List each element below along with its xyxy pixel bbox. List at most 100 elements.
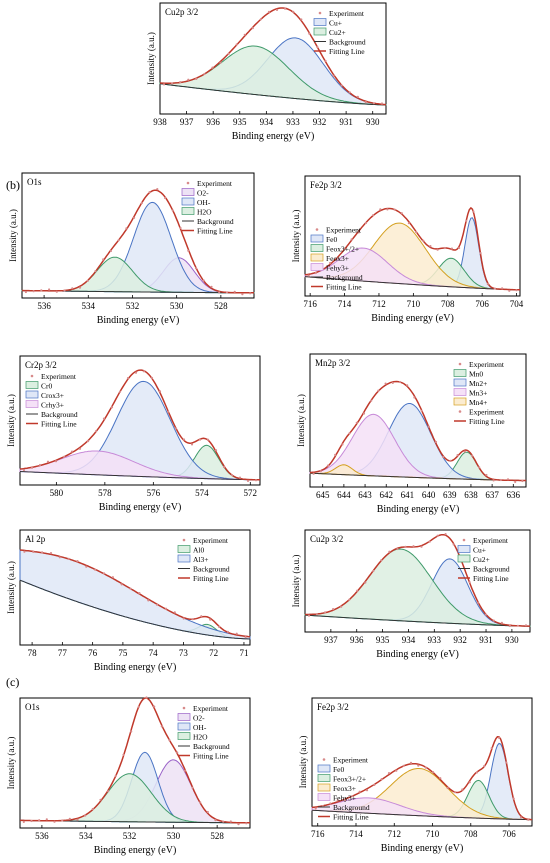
experiment-point	[160, 725, 163, 728]
x-tick-label: 530	[170, 301, 184, 311]
experiment-point	[453, 791, 457, 794]
experiment-point	[393, 208, 396, 211]
legend-swatch	[181, 197, 195, 206]
fitting-line	[311, 736, 533, 821]
experiment-point	[340, 84, 343, 87]
experiment-point	[396, 547, 399, 551]
experiment-point	[380, 102, 384, 105]
legend-label: O2-	[193, 714, 205, 723]
experiment-point	[424, 766, 427, 769]
chart-9: 716 714 712 710 708 706 Fe2p 3/2 Binding energy…	[298, 697, 533, 854]
experiment-point	[38, 463, 42, 467]
experiment-point	[356, 95, 359, 98]
plot-frame	[19, 697, 251, 829]
fitting-line	[20, 697, 250, 824]
experiment-point	[515, 289, 518, 292]
background-line	[159, 83, 387, 106]
legend-label: Cr0	[41, 382, 53, 391]
experiment-point	[377, 389, 380, 392]
experiment-point	[210, 285, 213, 288]
chart-8: 536 534 532 530 528 O1s Binding energy (eV) Int…	[6, 696, 251, 856]
legend: ExperimentMn0Mn2+Mn3+Mn4+ExperimentFitti…	[453, 360, 505, 426]
experiment-point	[391, 381, 394, 384]
experiment-point	[300, 18, 303, 21]
experiment-point	[63, 289, 66, 292]
experiment-point	[22, 468, 26, 472]
experiment-point	[324, 59, 327, 62]
legend-label: Crhy3+	[41, 401, 64, 410]
x-tick-label: 930	[366, 117, 380, 127]
experiment-point	[412, 545, 415, 548]
experiment-point	[400, 212, 403, 215]
experiment-point	[364, 221, 367, 225]
experiment-point	[343, 799, 347, 802]
experiment-point	[292, 10, 295, 13]
plot-frame	[304, 175, 521, 297]
experiment-point	[420, 409, 423, 412]
peak-2	[304, 548, 531, 627]
experiment-point	[162, 83, 166, 86]
x-tick-label: 934	[260, 117, 274, 127]
legend-swatch	[177, 722, 191, 731]
x-tick-label: 532	[126, 301, 140, 311]
experiment-point	[379, 208, 382, 211]
experiment-point	[195, 77, 198, 80]
y-axis-label: Intensity (a.u.)	[6, 561, 16, 614]
legend: ExperimentFe0Feox3+/2+Feox3+Fehy3+Backgr…	[317, 756, 370, 822]
legend-label: Fitting Line	[41, 420, 77, 429]
legend-label: Fehy3+	[333, 794, 356, 803]
experiment-point	[53, 820, 56, 823]
experiment-point	[512, 797, 515, 800]
x-tick-label: 931	[339, 117, 353, 127]
experiment-point	[102, 572, 106, 575]
experiment-point	[49, 552, 53, 555]
legend-experiment-marker	[182, 706, 186, 710]
experiment-point	[483, 764, 486, 768]
experiment-point	[22, 820, 25, 824]
x-tick-label: 934	[402, 635, 416, 645]
experiment-point	[395, 769, 398, 772]
experiment-point	[217, 625, 221, 628]
experiment-point	[357, 231, 360, 234]
experiment-point	[514, 480, 517, 483]
legend-label: Experiment	[473, 536, 509, 545]
legend-label: Feox3+	[326, 254, 349, 263]
experiment-point	[91, 807, 94, 811]
x-tick-label: 936	[350, 635, 364, 645]
legend-label: Al0	[193, 546, 205, 555]
experiment-point	[230, 474, 234, 477]
experiment-point	[78, 286, 82, 289]
legend-label: Feox3+	[333, 784, 356, 793]
experiment-point	[254, 479, 258, 482]
x-tick-label: 937	[180, 117, 194, 127]
experiment-point	[117, 239, 120, 242]
experiment-point	[527, 818, 530, 821]
experiment-point	[358, 790, 361, 793]
experiment-point	[370, 399, 373, 402]
experiment-point	[275, 8, 279, 11]
x-tick-label: 712	[388, 829, 402, 839]
experiment-point	[227, 52, 230, 56]
experiment-point	[46, 460, 50, 463]
experiment-point	[521, 479, 524, 483]
chart-title: Cu2p 3/2	[165, 7, 198, 17]
experiment-point	[226, 630, 229, 634]
legend-label: OH-	[197, 198, 211, 207]
legend: ExperimentFe0Feox3+/2+Feox3+Fehy3+Backgr…	[310, 226, 363, 292]
legend-label: Experiment	[193, 704, 229, 713]
x-axis-label: Binding energy (eV)	[232, 131, 315, 142]
fitting-line	[159, 7, 387, 106]
experiment-point	[468, 581, 471, 584]
experiment-point	[32, 290, 35, 293]
experiment-point	[434, 440, 438, 444]
experiment-point	[413, 396, 416, 399]
y-axis-label: Intensity (a.u.)	[8, 209, 18, 262]
experiment-point	[120, 583, 123, 586]
experiment-point	[182, 438, 186, 441]
plot-frame	[309, 353, 527, 488]
experiment-point	[209, 618, 212, 621]
fitting-line	[19, 369, 260, 481]
x-tick-label: 574	[195, 488, 209, 498]
legend-swatch	[453, 388, 467, 396]
experiment-point	[58, 556, 61, 559]
